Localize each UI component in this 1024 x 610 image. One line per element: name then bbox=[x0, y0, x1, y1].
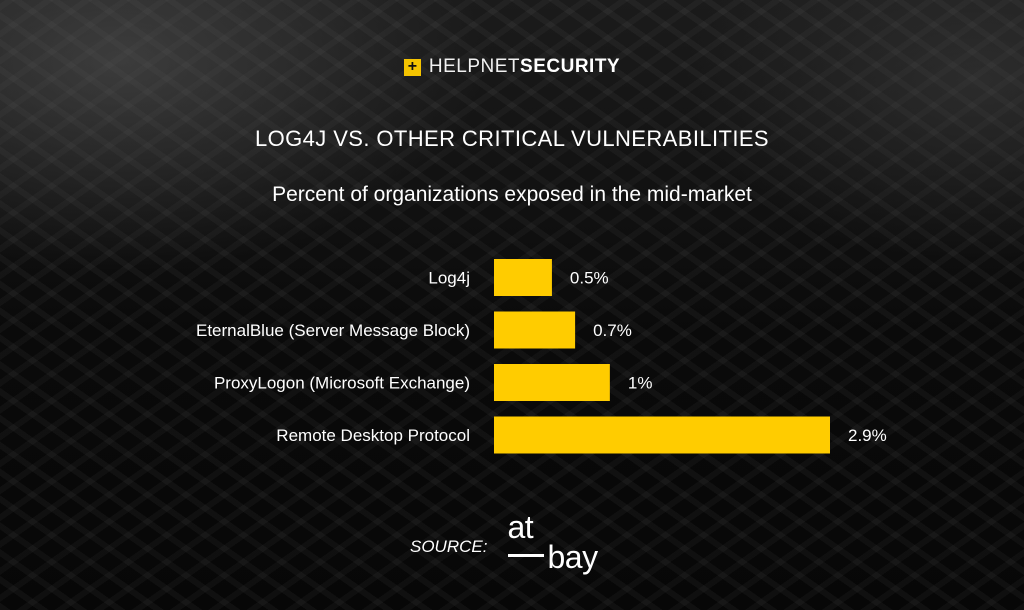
value-label: 1% bbox=[628, 374, 653, 393]
brand-name-bold: SECURITY bbox=[520, 56, 621, 77]
value-label: 0.5% bbox=[570, 269, 609, 288]
bar bbox=[494, 364, 610, 401]
plus-icon: + bbox=[403, 58, 421, 76]
chart-subtitle: Percent of organizations exposed in the … bbox=[272, 183, 752, 206]
value-label: 0.7% bbox=[593, 321, 632, 340]
category-label: EternalBlue (Server Message Block) bbox=[196, 321, 470, 340]
category-label: ProxyLogon (Microsoft Exchange) bbox=[214, 374, 470, 393]
chart-title: LOG4J VS. OTHER CRITICAL VULNERABILITIES bbox=[255, 126, 769, 151]
category-label: Remote Desktop Protocol bbox=[276, 426, 470, 445]
value-label: 2.9% bbox=[848, 426, 887, 445]
brand-logo: + HELPNETSECURITY bbox=[0, 56, 1024, 78]
brand-name: HELPNETSECURITY bbox=[429, 56, 620, 78]
at-bay-logo: at bay bbox=[505, 509, 615, 579]
source: SOURCE: at bay bbox=[410, 509, 615, 582]
logo-divider bbox=[508, 554, 545, 557]
bar bbox=[494, 259, 552, 296]
brand-name-light: HELPNET bbox=[428, 56, 521, 77]
bar bbox=[494, 416, 830, 454]
bar-chart: Log4j 0.5% EternalBlue (Server Message Blo… bbox=[196, 259, 887, 454]
source-label: SOURCE: bbox=[410, 537, 488, 556]
logo-bay-text: bay bbox=[547, 539, 598, 575]
logo-at-text: at bbox=[507, 509, 534, 545]
category-label: Log4j bbox=[428, 269, 470, 288]
bar bbox=[494, 311, 576, 349]
